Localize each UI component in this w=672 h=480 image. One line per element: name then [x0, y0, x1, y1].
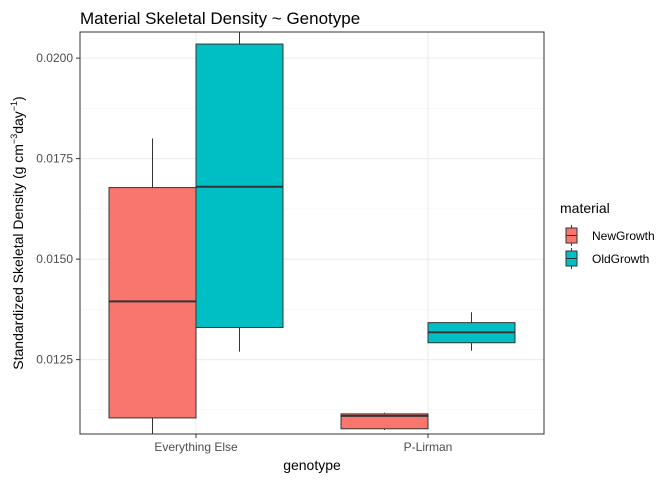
- box-NewGrowth-0: [108, 138, 197, 434]
- y-tick-label: 0.0200: [36, 51, 73, 65]
- chart-title: Material Skeletal Density ~ Genotype: [80, 9, 360, 28]
- legend: material NewGrowth OldGrowth: [560, 200, 655, 270]
- x-tick-label: Everything Else: [154, 440, 238, 454]
- x-tick-label: P-Lirman: [404, 440, 453, 454]
- plot-panel: [79, 31, 545, 435]
- y-tick-label: 0.0125: [36, 353, 73, 367]
- boxplot-marks: [108, 32, 516, 434]
- box-body: [195, 43, 284, 328]
- y-axis-title-sup1: −3: [9, 134, 19, 144]
- legend-label: OldGrowth: [592, 252, 649, 266]
- y-axis-title-mid: day: [10, 111, 26, 134]
- y-tick-label: 0.0175: [36, 152, 73, 166]
- y-tick-label: 0.0150: [36, 252, 73, 266]
- y-axis-title-end: ): [10, 96, 26, 101]
- legend-label: NewGrowth: [592, 229, 655, 243]
- box-body: [108, 187, 197, 419]
- box-NewGrowth-1: [340, 412, 429, 430]
- legend-item-OldGrowth: OldGrowth: [560, 247, 649, 270]
- y-axis-title-sup2: −1: [9, 101, 19, 111]
- y-axis: 0.0125 0.0150 0.0175 0.0200: [36, 51, 80, 367]
- legend-title: material: [560, 200, 610, 216]
- box-OldGrowth-0: [195, 32, 284, 352]
- box-OldGrowth-1: [427, 312, 516, 351]
- y-axis-title-main: Standardized Skeletal Density (g cm: [10, 144, 26, 370]
- plot-border: [79, 31, 545, 435]
- x-axis-title: genotype: [283, 457, 341, 473]
- legend-item-NewGrowth: NewGrowth: [560, 224, 655, 247]
- y-axis-title: Standardized Skeletal Density (g cm−3day…: [9, 96, 26, 369]
- box-body: [340, 413, 429, 430]
- x-axis: Everything Else P-Lirman: [154, 434, 452, 454]
